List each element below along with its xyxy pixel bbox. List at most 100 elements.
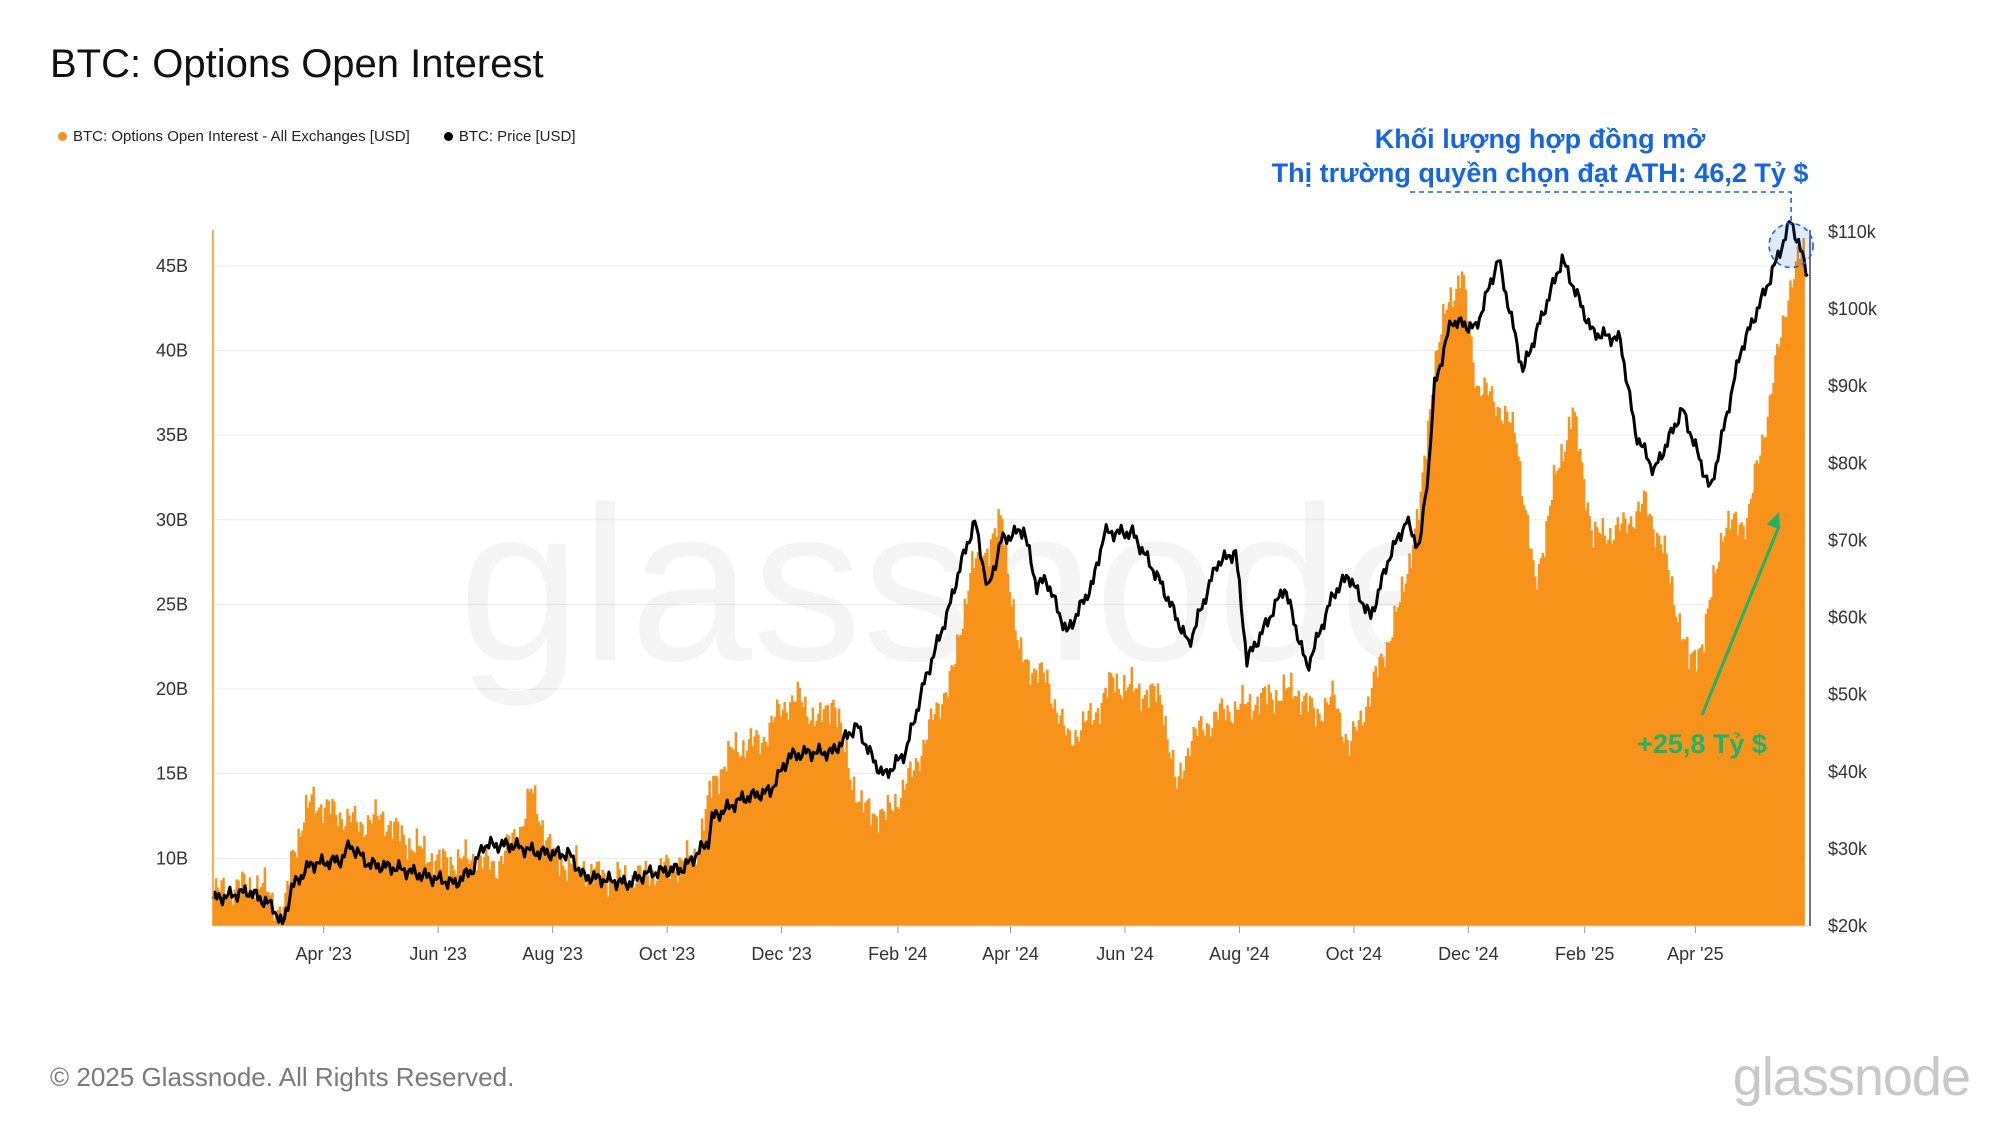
- open-interest-bar: [1547, 515, 1550, 926]
- legend-item-open-interest[interactable]: BTC: Options Open Interest - All Exchang…: [58, 128, 410, 145]
- open-interest-bar: [1505, 411, 1509, 926]
- open-interest-bar: [1558, 467, 1561, 926]
- open-interest-bar: [1466, 321, 1469, 926]
- open-interest-bar: [545, 840, 548, 926]
- open-interest-bar: [1517, 456, 1520, 926]
- open-interest-bar: [235, 879, 238, 926]
- open-interest-bar: [233, 889, 237, 926]
- open-interest-bar: [458, 857, 462, 926]
- open-interest-bar: [1301, 701, 1304, 926]
- open-interest-bar: [1556, 470, 1560, 926]
- open-interest-bar: [1661, 553, 1665, 926]
- open-interest-bar: [310, 794, 314, 926]
- open-interest-bar: [539, 825, 542, 926]
- open-interest-bar: [254, 898, 257, 926]
- open-interest-bar: [905, 783, 908, 926]
- open-interest-bar: [1438, 342, 1441, 926]
- open-interest-bar: [1269, 692, 1272, 926]
- open-interest-bar: [967, 590, 970, 926]
- open-interest-bar: [505, 834, 509, 926]
- open-interest-bar: [777, 704, 781, 926]
- open-interest-bar: [265, 891, 269, 926]
- open-interest-bar: [1183, 770, 1186, 926]
- open-interest-bar: [1586, 502, 1590, 926]
- open-interest-bar: [1479, 396, 1483, 926]
- open-interest-bar: [1770, 393, 1773, 927]
- y-left-tick-label: 35B: [156, 425, 188, 445]
- open-interest-bar: [1693, 650, 1697, 926]
- open-interest-bar: [1594, 521, 1597, 926]
- open-interest-bar: [578, 870, 582, 926]
- open-interest-bar: [391, 838, 394, 926]
- open-interest-bar: [218, 891, 222, 926]
- open-interest-bar: [243, 873, 246, 926]
- open-interest-bar: [789, 702, 792, 926]
- open-interest-bar: [1490, 386, 1494, 926]
- open-interest-bar: [344, 826, 347, 926]
- open-interest-bar: [1519, 461, 1522, 926]
- open-interest-bar: [942, 693, 946, 926]
- open-interest-bar: [1068, 730, 1072, 926]
- open-interest-bar: [423, 835, 426, 926]
- open-interest-bar: [1792, 279, 1796, 926]
- open-interest-bar: [665, 854, 668, 926]
- open-interest-bar: [714, 775, 717, 926]
- open-interest-bar: [1393, 605, 1396, 926]
- open-interest-bar: [1723, 536, 1727, 926]
- open-interest-bar: [1147, 707, 1150, 926]
- open-interest-bar: [1526, 514, 1530, 926]
- open-interest-bar: [1787, 300, 1790, 926]
- open-interest-bar: [1451, 306, 1454, 927]
- open-interest-bar: [1198, 720, 1201, 926]
- open-interest-bar: [1695, 671, 1698, 926]
- open-interest-bar: [1400, 576, 1404, 926]
- open-interest-bar: [1708, 599, 1712, 926]
- open-interest-bar: [1286, 688, 1289, 926]
- open-interest-bar: [1250, 719, 1254, 926]
- open-interest-bar: [622, 875, 625, 926]
- open-interest-bar: [1089, 703, 1092, 926]
- gain-arrow: [1700, 525, 1781, 716]
- open-interest-bar: [543, 847, 546, 926]
- open-interest-bar: [1177, 776, 1180, 926]
- open-interest-bar: [1331, 680, 1334, 926]
- open-interest-bar: [674, 871, 678, 926]
- open-interest-bar: [873, 814, 876, 926]
- legend-item-price[interactable]: BTC: Price [USD]: [443, 128, 576, 145]
- open-interest-bar: [1275, 690, 1278, 926]
- open-interest-bar: [1717, 561, 1721, 926]
- open-interest-bar: [790, 695, 794, 926]
- y-right-tick-label: $20k: [1828, 916, 1868, 936]
- open-interest-bar: [1070, 745, 1074, 926]
- open-interest-bar: [1674, 616, 1678, 926]
- x-tick-label: Oct '24: [1326, 944, 1382, 964]
- open-interest-bar: [364, 834, 368, 926]
- open-interest-bar: [565, 881, 569, 926]
- open-interest-bar: [1040, 662, 1043, 926]
- open-interest-bar: [1515, 443, 1518, 926]
- open-interest-bar: [648, 885, 651, 926]
- open-interest-bar: [1447, 302, 1451, 926]
- open-interest-bar: [824, 705, 828, 926]
- open-interest-bar: [1610, 543, 1614, 926]
- open-interest-bar: [1211, 727, 1214, 926]
- open-interest-bar: [1552, 464, 1556, 926]
- open-interest-bar: [1235, 709, 1239, 926]
- open-interest-bar: [1265, 704, 1269, 926]
- open-interest-bar: [924, 743, 927, 926]
- open-interest-bar: [573, 866, 576, 926]
- open-interest-bar: [1543, 556, 1546, 926]
- ath-leader-line: [1410, 191, 1792, 224]
- open-interest-bar: [1796, 245, 1800, 926]
- open-interest-bar: [1457, 275, 1460, 926]
- open-interest-bar: [349, 822, 353, 926]
- open-interest-bar: [1002, 545, 1006, 926]
- open-interest-bar: [432, 876, 436, 926]
- open-interest-bar: [1652, 529, 1655, 926]
- open-interest-bar: [911, 777, 914, 926]
- open-interest-bar: [1243, 703, 1246, 926]
- open-interest-bar: [1185, 756, 1188, 926]
- open-interest-bar: [475, 870, 479, 926]
- open-interest-bar: [961, 628, 965, 926]
- open-interest-bar: [396, 821, 400, 926]
